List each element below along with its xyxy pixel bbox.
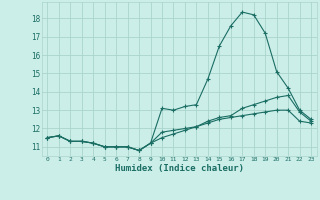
X-axis label: Humidex (Indice chaleur): Humidex (Indice chaleur) [115,164,244,173]
